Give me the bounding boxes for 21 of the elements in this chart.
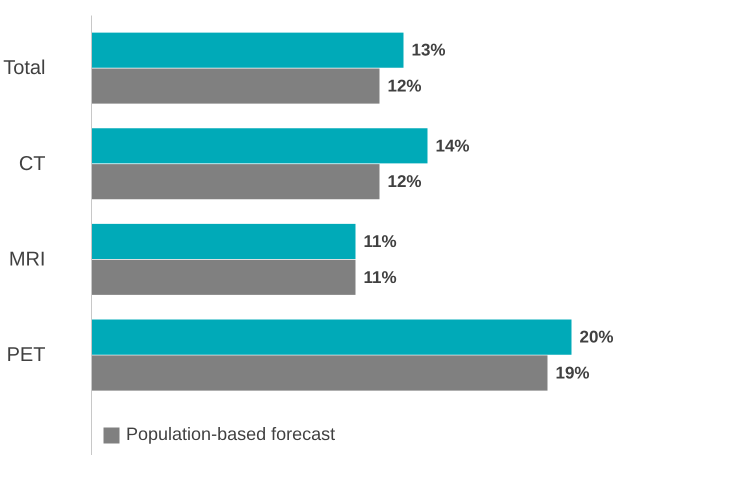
y-tick-label: MRI	[8, 248, 46, 270]
bar	[92, 224, 356, 260]
bar	[92, 32, 404, 68]
bar	[92, 128, 428, 164]
y-tick-label: PET	[6, 344, 46, 366]
y-tick-label: Total	[3, 57, 46, 80]
legend-label: Population-based forecast	[126, 424, 336, 445]
data-label: 12%	[388, 172, 422, 192]
data-label: 14%	[436, 136, 470, 156]
data-label: 19%	[556, 364, 590, 382]
bar	[92, 355, 548, 391]
bar	[92, 320, 572, 355]
data-label: 12%	[388, 76, 422, 96]
data-label: 13%	[412, 40, 446, 60]
bar	[92, 164, 380, 200]
bar	[92, 260, 356, 295]
data-label: 11%	[364, 268, 397, 287]
data-label: 11%	[364, 232, 397, 251]
data-label: 20%	[580, 328, 614, 347]
bar	[92, 68, 380, 104]
y-tick-label: CT	[18, 152, 46, 175]
